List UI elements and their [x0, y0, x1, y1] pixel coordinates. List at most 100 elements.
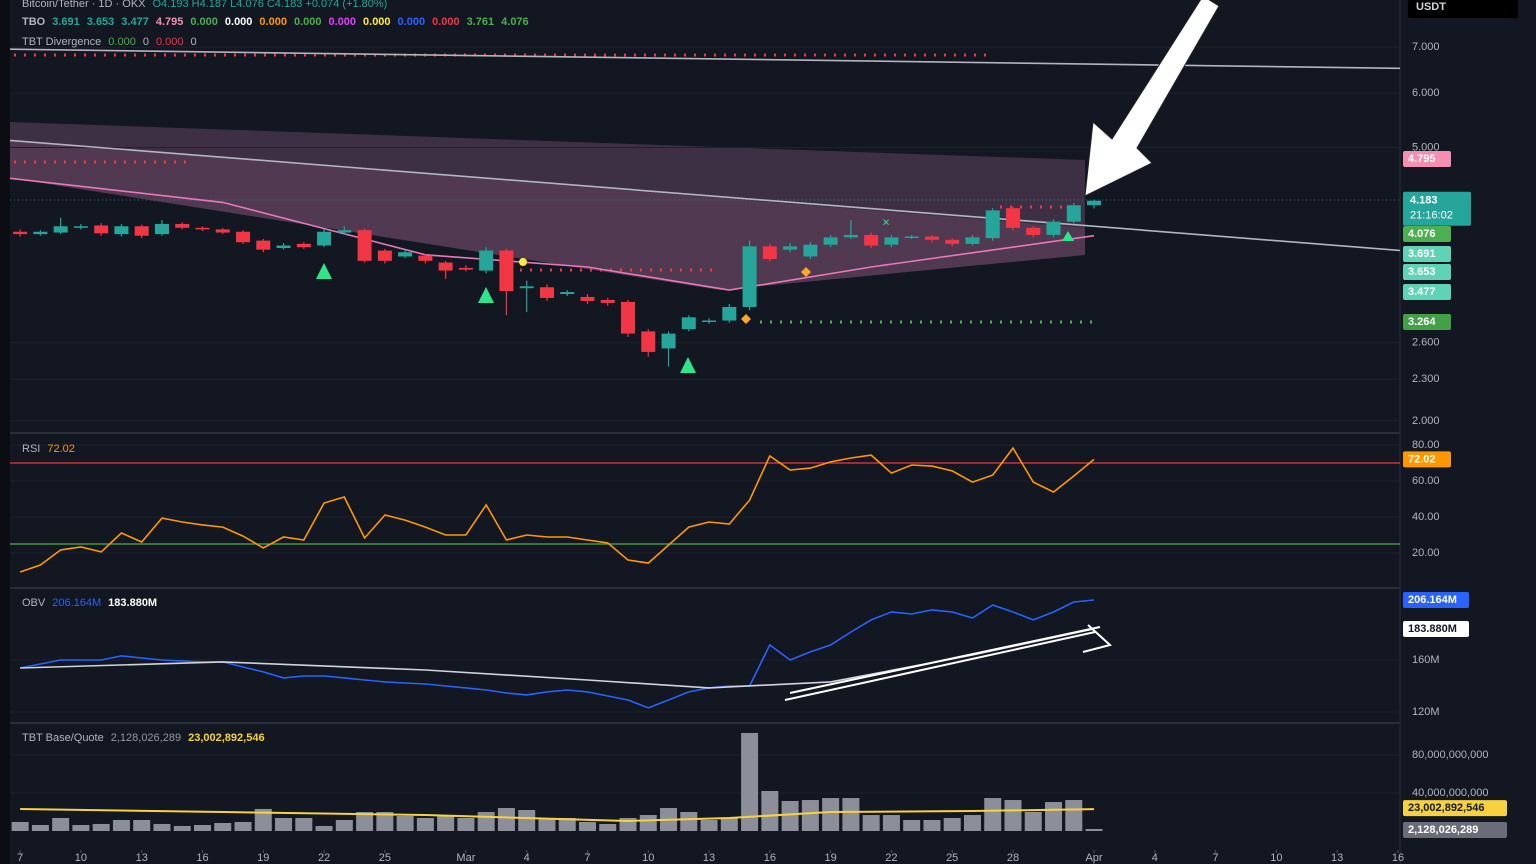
axis-value-box	[1403, 151, 1451, 167]
candle-body	[438, 262, 453, 271]
axis-value-label: 4.795	[1408, 153, 1436, 165]
volume-bar	[356, 811, 374, 831]
volume-bar	[275, 817, 293, 831]
candle-body	[783, 246, 798, 250]
volume-bar	[92, 823, 110, 831]
candle-body	[945, 239, 960, 244]
candle-body	[722, 306, 737, 321]
axis-value-label: 3.653	[1408, 266, 1436, 278]
volume-bar	[923, 819, 941, 831]
candle-body	[1005, 208, 1020, 228]
legend-text: Bitcoin/Tether · 1D · OKX	[22, 0, 146, 10]
volume-bar	[963, 815, 981, 831]
candle-body	[276, 245, 291, 249]
x-tick-label: 25	[946, 852, 958, 864]
legend-text: 3.477	[121, 16, 149, 28]
volume-bar	[639, 815, 657, 831]
candle-body	[621, 301, 636, 334]
candle-body	[296, 243, 311, 248]
line-series	[20, 808, 1095, 823]
y-tick-label: 60.00	[1412, 475, 1440, 487]
x-tick-label: 22	[318, 852, 330, 864]
axis-value-box	[1403, 800, 1507, 817]
axis-value-label: 3.264	[1408, 316, 1436, 328]
candle-body	[762, 246, 777, 260]
x-tick-label: Mar	[456, 852, 475, 864]
volume-bar	[335, 819, 353, 831]
volume-bar	[680, 811, 698, 831]
last-price-box	[1403, 191, 1471, 226]
buy-triangle	[1062, 231, 1074, 241]
volume-bar	[720, 817, 738, 831]
volume-bar	[112, 819, 130, 831]
candle-body	[175, 223, 190, 228]
candle-body	[560, 292, 575, 295]
candle-body	[864, 234, 879, 246]
volume-bar	[52, 817, 70, 831]
x-tick-label: 28	[1007, 852, 1019, 864]
legend-text: RSI	[22, 443, 40, 455]
legend-text: TBO	[22, 16, 46, 28]
volume-bar	[396, 815, 414, 831]
x-tick-label: 13	[703, 852, 715, 864]
candle-body	[1087, 200, 1102, 206]
legend-text: 0.000	[108, 36, 136, 48]
trend-arrow-line	[784, 631, 1096, 701]
annotation-arrow	[1084, 0, 1220, 197]
y-tick-label: 40,000,000,000	[1412, 787, 1488, 799]
x-tick-label: Apr	[1085, 852, 1102, 864]
buy-triangle	[478, 287, 494, 303]
candle-body	[94, 225, 109, 234]
candle-body	[924, 236, 939, 240]
x-tick-label: 16	[764, 852, 776, 864]
x-tick-label: 10	[1270, 852, 1282, 864]
x-tick-label: 16	[196, 852, 208, 864]
volume-bar	[193, 825, 211, 831]
legend-text: 3.653	[87, 16, 115, 28]
x-tick-label: 13	[1331, 852, 1343, 864]
x-tick-label: 10	[75, 852, 87, 864]
x-tick-label: 13	[136, 852, 148, 864]
signal-markers: ×	[316, 214, 1074, 373]
candle-body	[1046, 221, 1061, 235]
y-tick-label: 6.000	[1412, 87, 1440, 99]
candle-body	[823, 237, 838, 245]
candle-body	[53, 226, 68, 233]
volume-bar	[1004, 800, 1022, 831]
candle-body	[884, 237, 899, 245]
volume-bar	[538, 817, 556, 831]
candle-body	[317, 231, 332, 246]
candle-body	[681, 317, 696, 330]
legend-text: 0.000	[294, 16, 322, 28]
candle-body	[418, 255, 433, 261]
volume-bar	[882, 815, 900, 831]
axis-value-label: 3.477	[1408, 286, 1436, 298]
candle-body	[539, 287, 554, 298]
buy-triangle	[680, 357, 696, 373]
legend-text: 0.000	[225, 16, 253, 28]
trend-arrow-line	[789, 626, 1101, 694]
candle-body	[195, 227, 210, 230]
volume-bar	[173, 825, 191, 831]
candle-body	[519, 286, 534, 289]
line-series	[9, 139, 1401, 252]
legend-text: 4.795	[156, 16, 184, 28]
volume-bar	[295, 817, 313, 831]
x-tick-label: 19	[825, 852, 837, 864]
left-edge	[0, 0, 10, 864]
x-tick-label: 19	[257, 852, 269, 864]
y-tick-label: 80.00	[1412, 439, 1440, 451]
candle-body	[357, 230, 372, 261]
candle-body	[134, 226, 149, 236]
volume-bar	[903, 819, 921, 831]
axis-value-label: 183.880M	[1408, 623, 1457, 635]
y-tick-label: 5.000	[1412, 141, 1440, 153]
volume-bar	[558, 817, 576, 831]
y-tick-label: 20.00	[1412, 547, 1440, 559]
volume-bar	[578, 821, 596, 831]
volume-bar	[781, 800, 799, 831]
axis-value-box	[1403, 451, 1451, 468]
axis-value-box	[1403, 591, 1469, 608]
currency-box	[1408, 0, 1518, 18]
